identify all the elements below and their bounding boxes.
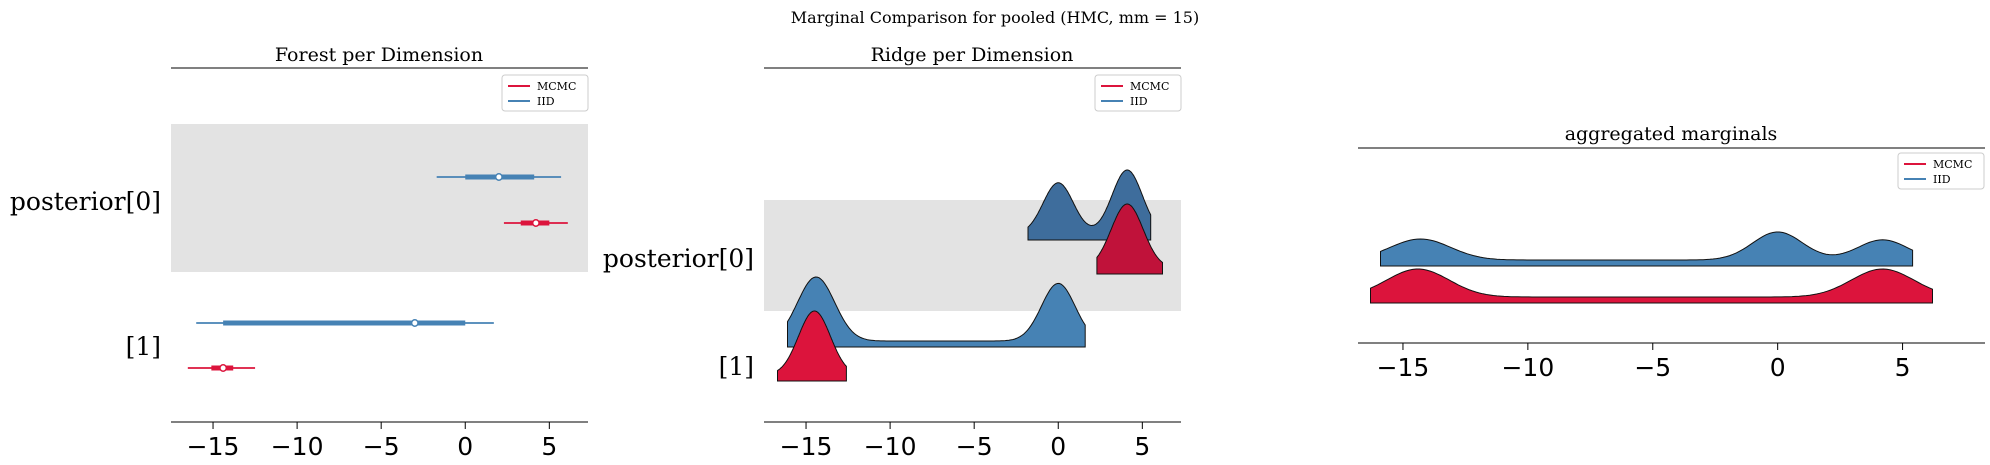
forest-median-point — [410, 319, 419, 327]
x-tick-label: −5 — [363, 432, 400, 461]
aggregated-legend: MCMC IID — [1897, 152, 1985, 190]
legend-iid-label: IID — [1933, 173, 1951, 186]
aggregated-density-iid — [1380, 231, 1914, 267]
x-tick-label: 0 — [457, 432, 473, 461]
aggregated-density-mcmc — [1370, 268, 1933, 304]
ridge-panel: Ridge per Dimension −15 −10 −5 0 5 posterior… — [603, 44, 1182, 461]
y-tick-label: posterior[0] — [603, 244, 754, 273]
legend-iid-label: IID — [1130, 95, 1148, 108]
forest-legend: MCMC IID — [501, 74, 589, 112]
x-tick-label: 0 — [1770, 353, 1786, 382]
x-tick-label: 5 — [1134, 432, 1150, 461]
x-tick-label: −15 — [1377, 353, 1430, 382]
forest-y-axis: posterior[0] [1] — [10, 187, 161, 361]
forest-median-point — [531, 219, 540, 227]
x-tick-label: −10 — [271, 432, 324, 461]
y-tick-label: [1] — [719, 352, 754, 381]
ridge-legend: MCMC IID — [1094, 74, 1182, 112]
legend-mcmc-label: MCMC — [1130, 80, 1169, 93]
forest-panel: Forest per Dimension −15 −10 −5 0 5 posterio… — [10, 44, 589, 461]
ridge-y-axis: posterior[0] [1] — [603, 244, 754, 381]
legend-iid-label: IID — [537, 95, 555, 108]
x-tick-label: −10 — [864, 432, 917, 461]
legend-mcmc-label: MCMC — [537, 80, 576, 93]
aggregated-marks — [1370, 231, 1933, 304]
forest-title: Forest per Dimension — [275, 44, 483, 66]
figure-suptitle: Marginal Comparison for pooled (HMC, mm … — [791, 8, 1199, 27]
y-tick-label: posterior[0] — [10, 187, 161, 216]
x-tick-label: 0 — [1050, 432, 1066, 461]
x-tick-label: −5 — [1634, 353, 1671, 382]
x-tick-label: −15 — [780, 432, 833, 461]
ridge-density-mcmc — [1096, 203, 1163, 275]
x-tick-label: 5 — [1895, 353, 1911, 382]
forest-x-axis: −15 −10 −5 0 5 — [187, 422, 557, 461]
ridge-marks — [777, 169, 1163, 382]
ridge-density-mcmc — [777, 310, 847, 382]
legend-mcmc-label: MCMC — [1933, 158, 1972, 171]
x-tick-label: −5 — [956, 432, 993, 461]
x-tick-label: 5 — [541, 432, 557, 461]
forest-marks — [187, 173, 568, 372]
forest-median-point — [494, 173, 503, 181]
x-tick-label: −10 — [1501, 353, 1554, 382]
aggregated-panel: aggregated marginals −15 −10 −5 0 5 MCMC IID — [1358, 123, 1985, 382]
ridge-title: Ridge per Dimension — [871, 44, 1074, 66]
aggregated-x-axis: −15 −10 −5 0 5 — [1377, 343, 1911, 382]
x-tick-label: −15 — [187, 432, 240, 461]
forest-median-point — [219, 364, 228, 372]
ridge-x-axis: −15 −10 −5 0 5 — [780, 422, 1150, 461]
y-tick-label: [1] — [126, 332, 161, 361]
aggregated-title: aggregated marginals — [1565, 123, 1778, 145]
forest-band — [171, 124, 588, 272]
